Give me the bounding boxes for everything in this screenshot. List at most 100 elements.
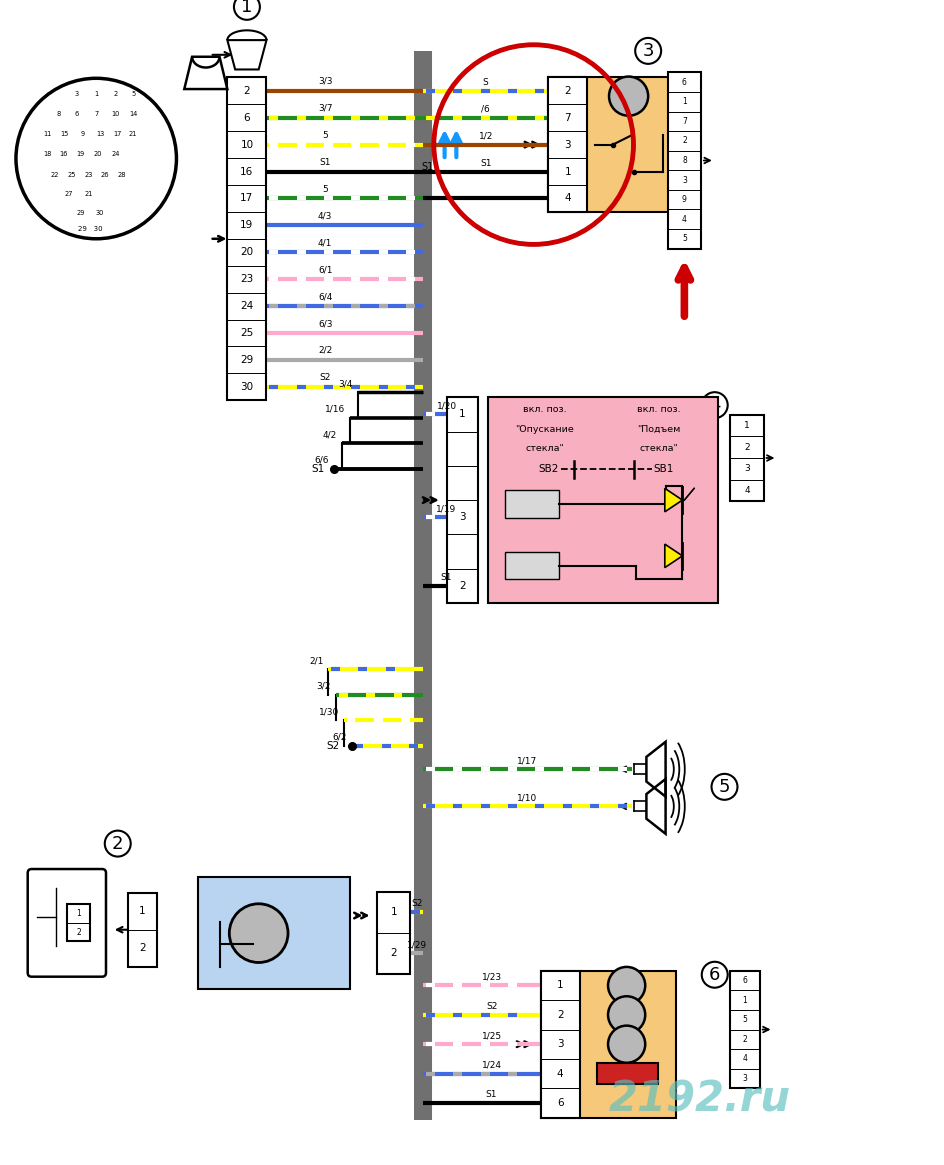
- Text: 19: 19: [240, 220, 253, 231]
- Text: 3: 3: [459, 513, 465, 522]
- Bar: [447, 397, 478, 602]
- Text: S2: S2: [411, 899, 422, 909]
- Text: 29   30: 29 30: [78, 226, 103, 232]
- Circle shape: [607, 1025, 645, 1062]
- Polygon shape: [664, 488, 682, 511]
- Text: 24: 24: [240, 301, 253, 311]
- Text: 4: 4: [682, 214, 686, 224]
- Text: "Подъем: "Подъем: [636, 425, 680, 433]
- Bar: [730, 970, 759, 1088]
- Text: 6/3: 6/3: [317, 319, 332, 329]
- Text: 2: 2: [564, 86, 570, 96]
- Text: 29: 29: [240, 355, 253, 365]
- Text: 6/6: 6/6: [314, 456, 329, 465]
- Text: 16: 16: [59, 150, 68, 156]
- Text: 10: 10: [240, 140, 253, 149]
- Text: 1: 1: [139, 906, 145, 916]
- Text: 2: 2: [76, 927, 81, 937]
- Text: 29: 29: [76, 211, 85, 217]
- Text: S1: S1: [319, 157, 330, 167]
- Bar: [487, 397, 716, 602]
- Text: 3: 3: [743, 465, 750, 473]
- Text: 3/2: 3/2: [316, 682, 330, 691]
- Text: 17: 17: [113, 132, 122, 137]
- Text: 2: 2: [139, 944, 145, 953]
- Text: 5: 5: [322, 130, 328, 140]
- Text: 1/29: 1/29: [406, 940, 427, 949]
- Text: 19: 19: [76, 150, 85, 156]
- Text: стекла": стекла": [525, 444, 564, 453]
- Text: 10: 10: [111, 111, 120, 116]
- Bar: [127, 892, 157, 967]
- Text: 25: 25: [240, 329, 253, 338]
- Text: 3: 3: [75, 91, 78, 97]
- Text: 4: 4: [564, 193, 570, 204]
- Bar: [597, 1064, 657, 1083]
- Text: 4: 4: [556, 1068, 563, 1079]
- Text: 22: 22: [51, 172, 59, 178]
- Text: 6: 6: [682, 78, 686, 86]
- Text: 8: 8: [57, 111, 61, 116]
- Text: 1/20: 1/20: [436, 402, 456, 410]
- Text: 1/30: 1/30: [318, 707, 339, 716]
- Text: 3/7: 3/7: [317, 104, 332, 113]
- Text: 18: 18: [43, 150, 51, 156]
- Text: 2: 2: [556, 1010, 563, 1019]
- Text: 3: 3: [682, 176, 686, 184]
- Text: 21: 21: [128, 132, 137, 137]
- Text: 3: 3: [642, 42, 653, 59]
- Text: 2: 2: [112, 834, 124, 853]
- Bar: [548, 77, 587, 212]
- Text: 1: 1: [76, 909, 81, 918]
- Text: 1/17: 1/17: [516, 756, 537, 765]
- Text: 4/3: 4/3: [318, 211, 332, 220]
- Text: 3: 3: [742, 1074, 747, 1083]
- Text: 6: 6: [244, 113, 250, 122]
- Text: 11: 11: [43, 132, 51, 137]
- Bar: [505, 552, 559, 579]
- Polygon shape: [664, 544, 682, 567]
- Text: S1: S1: [421, 162, 433, 172]
- Text: S1: S1: [485, 1090, 497, 1099]
- Text: 30: 30: [240, 382, 253, 391]
- Text: 30: 30: [96, 211, 104, 217]
- Text: 8: 8: [682, 156, 686, 165]
- Text: 20: 20: [93, 150, 102, 156]
- Text: S: S: [482, 78, 488, 87]
- Text: 4: 4: [744, 486, 749, 495]
- Bar: [730, 415, 763, 501]
- Text: 6/1: 6/1: [317, 266, 332, 274]
- Text: 2192.ru: 2192.ru: [608, 1079, 790, 1121]
- Text: 4: 4: [708, 396, 719, 414]
- Text: 6/2: 6/2: [332, 733, 346, 742]
- Text: 1/19: 1/19: [436, 504, 456, 514]
- Bar: [540, 970, 579, 1117]
- Text: 16: 16: [240, 167, 253, 177]
- Text: S1: S1: [440, 573, 452, 581]
- Text: /6: /6: [480, 105, 490, 114]
- Text: S2: S2: [319, 373, 330, 382]
- Text: 5: 5: [322, 184, 328, 193]
- Text: 1: 1: [743, 422, 750, 430]
- Text: 23: 23: [84, 172, 93, 178]
- Text: 4: 4: [742, 1054, 747, 1064]
- Text: 1/10: 1/10: [516, 793, 537, 803]
- Bar: [67, 904, 91, 941]
- Text: 1: 1: [459, 409, 465, 419]
- Text: 9: 9: [80, 132, 84, 137]
- Text: 28: 28: [117, 172, 126, 178]
- Text: 13: 13: [96, 132, 104, 137]
- Text: 3/3: 3/3: [317, 77, 332, 86]
- FancyBboxPatch shape: [27, 869, 106, 976]
- Text: 6/4: 6/4: [318, 292, 332, 302]
- Circle shape: [607, 996, 645, 1033]
- Text: 1/23: 1/23: [481, 973, 501, 982]
- Text: 3: 3: [564, 140, 570, 149]
- Text: 1: 1: [556, 981, 563, 990]
- Bar: [228, 77, 266, 401]
- Text: 4/1: 4/1: [318, 239, 332, 247]
- Text: 1/24: 1/24: [481, 1060, 501, 1069]
- Text: 7: 7: [682, 116, 686, 126]
- Text: SB1: SB1: [653, 464, 673, 474]
- Text: 2: 2: [244, 86, 250, 96]
